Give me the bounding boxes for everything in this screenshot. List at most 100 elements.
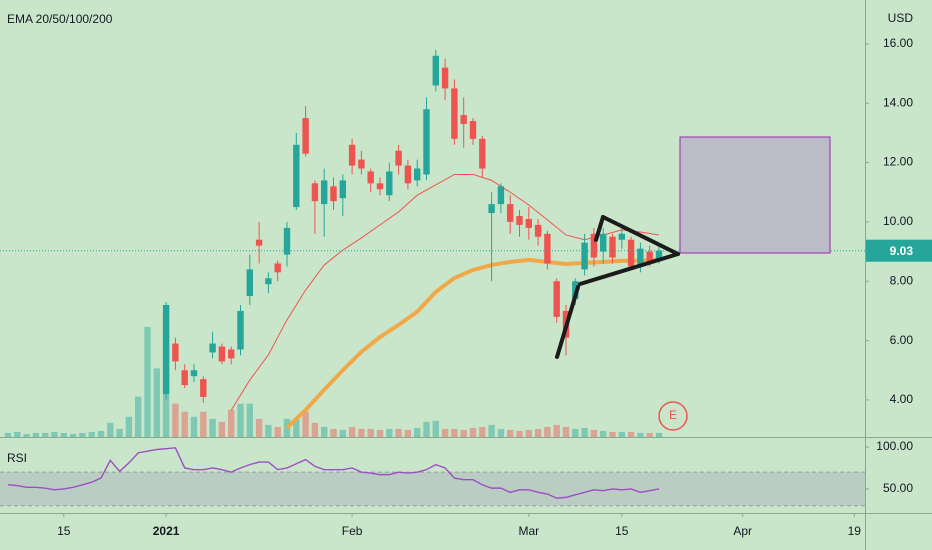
volume-bar [386,428,393,437]
candle-body [293,144,300,208]
x-tick-label: Apr [733,524,752,538]
candle-body [479,138,486,169]
candle-body [460,115,467,125]
volume-bar [255,418,263,437]
earnings-marker[interactable]: E [669,408,677,422]
candle-body [339,180,347,199]
x-tick-label: Feb [342,524,363,538]
ema-line [230,173,660,411]
candle-body [265,278,272,285]
candle-body [246,269,254,297]
y-tick-label: 14.00 [883,95,913,109]
y-tick-label: 10.00 [883,214,913,228]
volume-bar [507,429,514,437]
candle-body [386,171,393,196]
candle-body [581,242,588,270]
candle-body [302,118,309,154]
candle-body [274,263,281,273]
candle-body [404,165,412,184]
pennant-lower [578,252,680,286]
candle-body [367,171,374,184]
volume-bar [107,422,114,437]
rsi-tick-label: 50.00 [883,481,913,495]
volume-bar [88,431,95,437]
volume-bar [14,431,21,437]
rsi-title: RSI [7,451,27,465]
y-tick-label: 6.00 [890,333,914,347]
volume-bar [590,429,598,437]
candle-body [237,310,244,350]
volume-bar [4,432,12,437]
volume-bar [209,418,216,437]
candle-body [544,233,551,264]
volume-bar [144,327,151,437]
y-tick-label: 8.00 [890,273,914,287]
candle-body [441,67,449,89]
x-tick-label: 15 [57,524,71,538]
candle-body [627,239,635,267]
candle-body [432,55,440,86]
pennant-drawing [555,215,680,359]
candle-body [618,233,626,240]
candle-body [209,343,216,353]
volume-bar [125,416,133,437]
candle-body [590,233,598,258]
ema-line [285,257,660,430]
indicator-title: EMA 20/50/100/200 [7,12,113,26]
volume-bar [497,428,505,437]
x-tick-label: Mar [518,524,539,538]
candle-body [507,204,514,222]
last-price-box [866,239,932,262]
volume-bar [339,429,347,437]
target-box [679,136,831,254]
candle-body [255,239,263,246]
candle-body [172,343,179,362]
volume-bar [516,430,523,437]
volume-bar [646,432,653,437]
candle-body [655,250,663,261]
volume-bar [432,420,440,437]
candle-body [376,183,384,190]
volume-bar [237,403,244,437]
y-tick-label: 4.00 [890,392,914,406]
volume-bar [51,431,58,437]
earnings-circle[interactable] [658,401,688,431]
volume-bar [41,432,49,437]
volume-bar [200,411,207,437]
candle-body [200,379,207,397]
volume-bar [348,426,356,437]
flag-pole [555,285,580,359]
candle-body [497,186,505,205]
volume-bar [134,396,142,437]
volume-bar [525,429,533,437]
y-tick-label: 12.00 [883,155,913,169]
rsi-tick-label: 100.00 [876,439,913,453]
volume-bar [395,428,402,437]
candle-body [488,204,495,214]
volume-bar [274,426,281,437]
volume-bar [609,431,616,437]
candle-body [283,227,291,255]
y-tick-label: 16.00 [883,36,913,50]
volume-bar [600,430,607,437]
x-tick-label: 2021 [153,524,180,538]
candle-body [162,304,170,394]
last-price-label: 9.03 [890,244,914,258]
volume-bar [423,421,430,437]
x-tick-label: 15 [615,524,629,538]
x-tick-label: 19 [848,524,862,538]
candle-body [190,370,198,377]
currency: USD [888,11,914,25]
candle-body [525,218,533,228]
volume-bar [572,428,579,437]
candle-body [516,215,523,225]
candle-body [637,248,644,267]
candle-body [395,150,402,166]
candle-body [414,168,421,181]
volume-bar [544,426,551,437]
volume-bar [460,429,467,437]
volume-bar [358,428,365,437]
volume-bar [60,432,67,437]
volume-bar [79,432,86,437]
